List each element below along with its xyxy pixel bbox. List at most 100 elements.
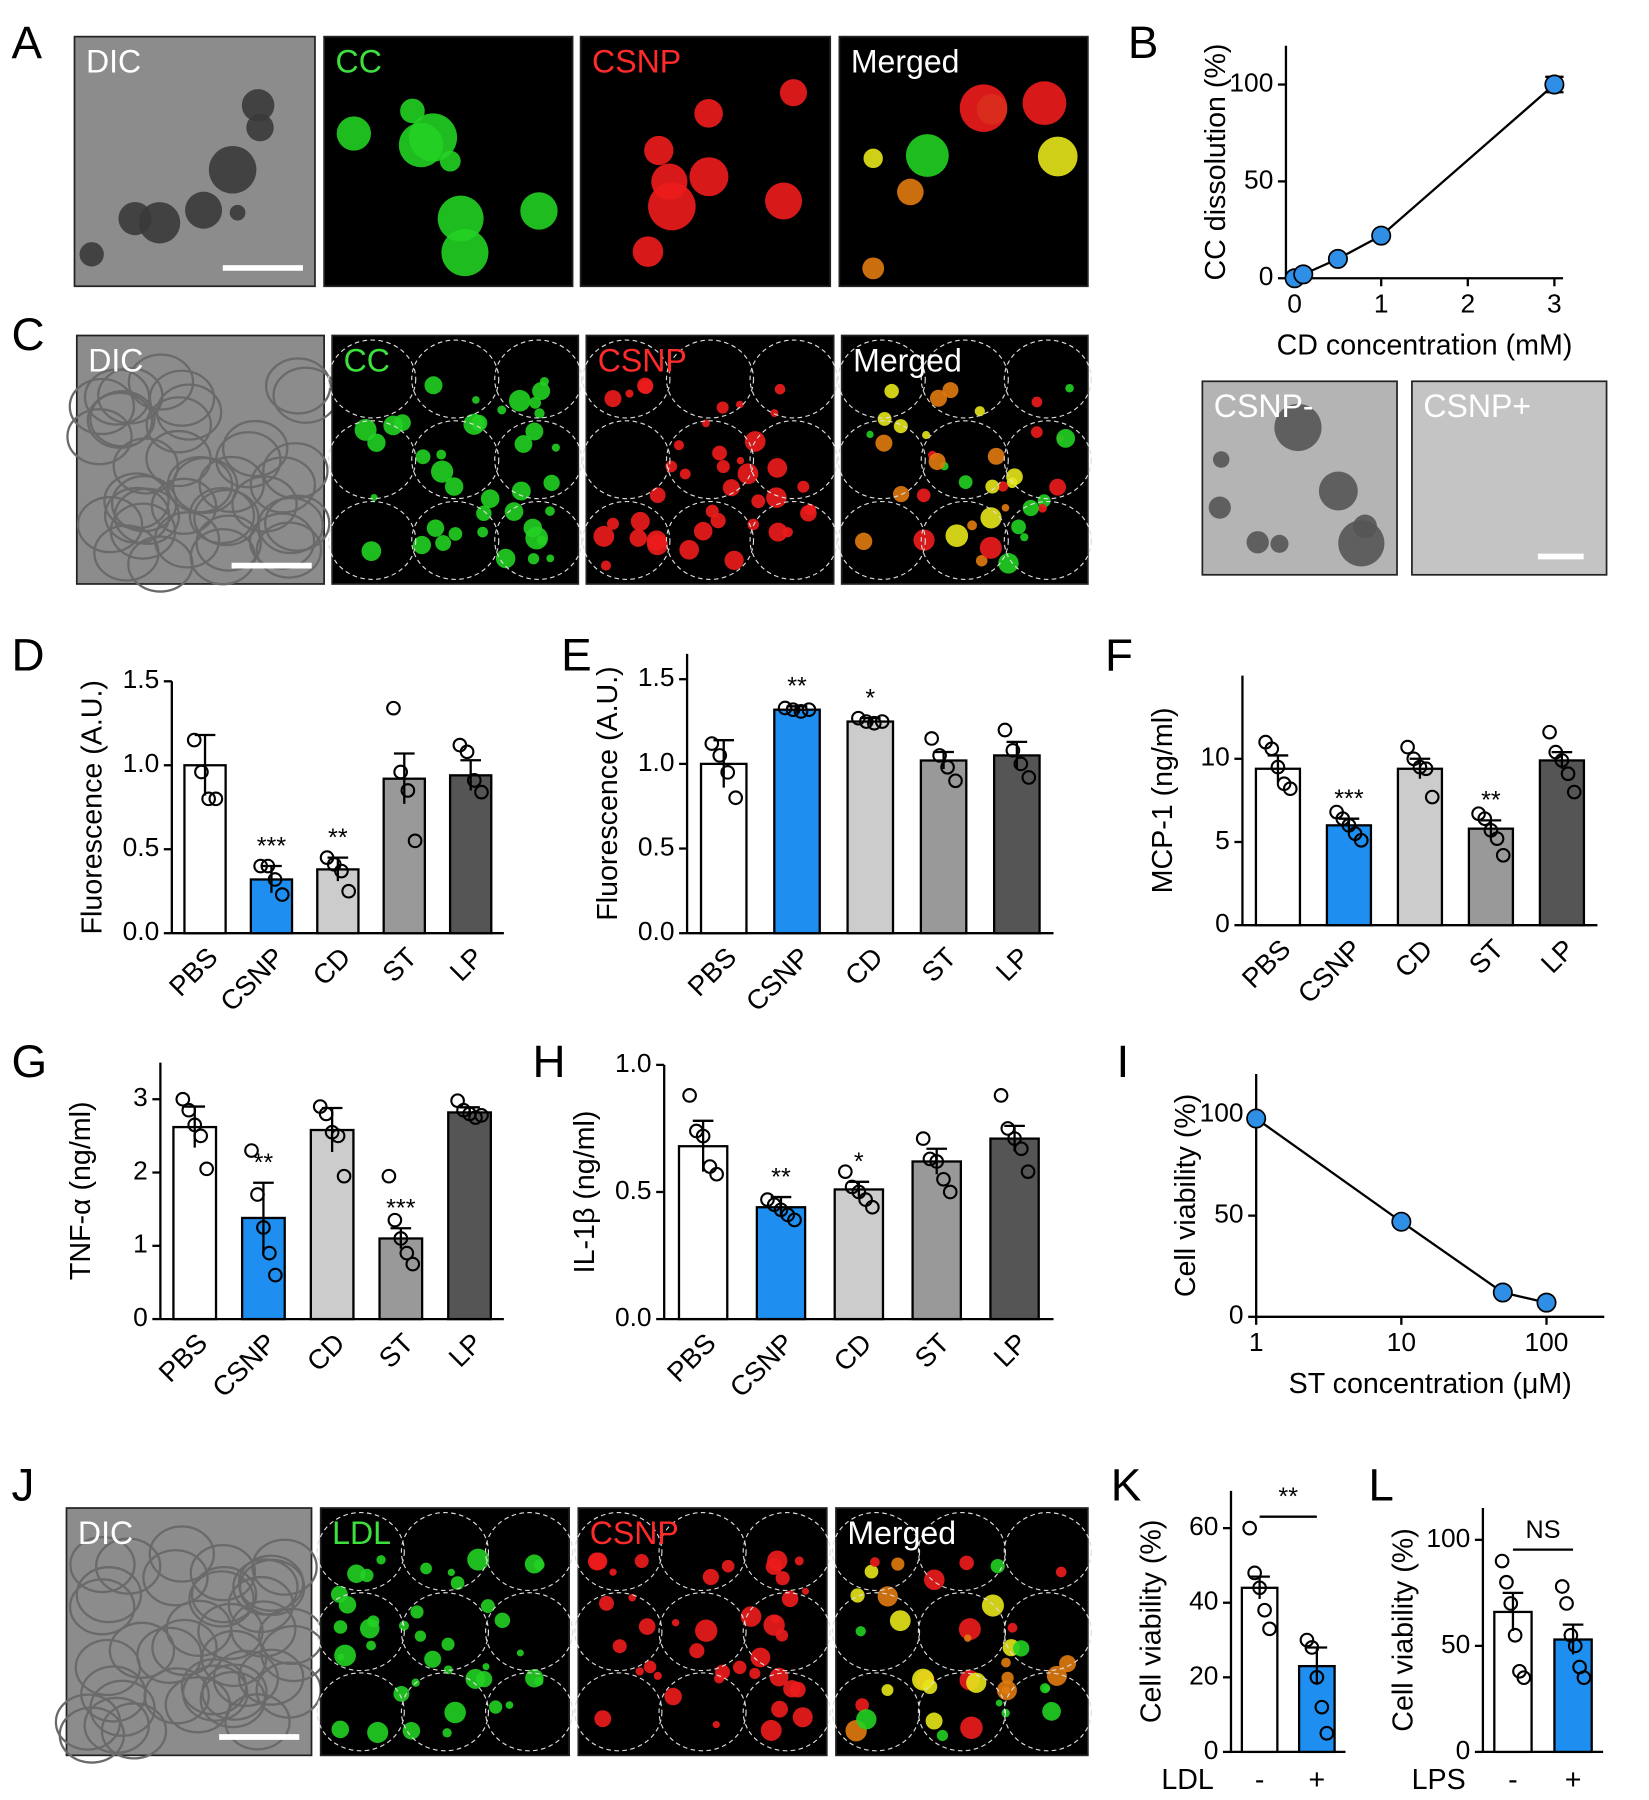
cell-outline: [1003, 1672, 1092, 1752]
micrograph: CC: [323, 35, 574, 288]
image-label: CSNP: [590, 1515, 679, 1551]
cell-outline: [917, 1512, 1006, 1592]
data-dot: [865, 1199, 880, 1215]
blob: [801, 1587, 809, 1595]
data-dot: [1566, 784, 1582, 800]
bar: [172, 1125, 218, 1321]
blob: [1030, 426, 1043, 439]
blob: [1022, 81, 1067, 126]
cell: [95, 1537, 162, 1595]
blob: [916, 488, 931, 503]
cell-outline: [1003, 420, 1092, 500]
blob: [716, 401, 729, 414]
image-label: LDL: [332, 1515, 391, 1551]
data-dot: [267, 872, 283, 887]
cell: [249, 456, 317, 514]
y-tick-label: 100: [1229, 67, 1273, 97]
cell: [222, 419, 289, 478]
blob: [497, 405, 507, 415]
blob: [985, 479, 1000, 494]
data-dot: [924, 731, 939, 746]
blob: [724, 550, 744, 570]
blob: [856, 1709, 877, 1730]
y-tick-label: 50: [1244, 164, 1273, 194]
blob: [635, 1667, 644, 1676]
blob: [864, 1564, 879, 1579]
data-dot: [187, 1117, 203, 1133]
bar: [1553, 1638, 1593, 1754]
data-dot: [1560, 766, 1576, 782]
y-tick-label: 0: [133, 1302, 148, 1332]
data-dot: [1477, 811, 1493, 827]
blob: [546, 554, 555, 563]
blob: [1011, 519, 1026, 535]
data-point: [1536, 1292, 1557, 1313]
blob: [447, 1568, 455, 1577]
image-frame: [1411, 380, 1608, 576]
blob: [604, 390, 622, 408]
blob: [1318, 471, 1358, 511]
y-tick-label: 0: [1456, 1735, 1471, 1765]
blob: [774, 383, 786, 395]
blob: [855, 1626, 866, 1637]
cell-outline: [316, 1512, 405, 1592]
x-tick-label: CSNP: [740, 941, 816, 1017]
x-tick-label: CD: [839, 941, 889, 991]
micrograph: Merged: [837, 334, 1092, 585]
blob: [529, 396, 542, 409]
blob: [534, 1676, 544, 1686]
x-tick-label: ST: [909, 1327, 956, 1374]
micrograph: LDL: [316, 1507, 574, 1757]
y-tick-label: 1.0: [638, 747, 675, 777]
blob: [775, 1629, 789, 1642]
data-dot: [1264, 741, 1280, 757]
blob: [792, 1707, 813, 1728]
image-label: CSNP+: [1423, 388, 1531, 424]
y-tick-label: 2: [133, 1155, 148, 1185]
data-dot: [186, 732, 202, 748]
blob: [644, 135, 674, 166]
blob: [481, 1599, 495, 1614]
blob: [426, 519, 445, 537]
bar: [911, 1160, 962, 1321]
blob: [850, 1588, 865, 1603]
y-tick-label: 0.5: [123, 832, 160, 862]
data-dot: [381, 1168, 397, 1184]
y-tick-label: 5: [1215, 825, 1230, 855]
blob: [424, 376, 443, 395]
data-point: [1246, 1108, 1267, 1129]
data-dot: [922, 1151, 938, 1167]
cell-outline: [484, 1672, 574, 1752]
cell-outline: [837, 420, 926, 500]
blob: [511, 481, 531, 501]
cell: [143, 1667, 210, 1725]
blob: [430, 460, 454, 483]
micrograph: DIC: [54, 1507, 327, 1764]
blob: [482, 1663, 490, 1671]
bar: [773, 708, 821, 935]
blob: [336, 116, 371, 151]
chart: 0 20 40 60 Cell viability (%) - + LDL **: [1136, 1483, 1346, 1796]
data-dot: [851, 710, 866, 726]
data-dot: [1554, 1579, 1570, 1594]
blob: [721, 1559, 735, 1573]
data-dot: [256, 1220, 271, 1235]
cell: [201, 1663, 268, 1721]
data-dot: [405, 1256, 421, 1272]
cell: [238, 1558, 306, 1617]
blob: [448, 527, 463, 541]
blob: [671, 1619, 680, 1627]
data-dot: [336, 1168, 352, 1184]
cell-outline: [316, 1592, 405, 1672]
blob: [649, 487, 666, 504]
blob: [333, 1620, 348, 1634]
data-dot: [199, 1161, 214, 1177]
blob: [689, 157, 729, 197]
blob: [945, 524, 969, 548]
data-dot: [250, 1187, 265, 1202]
blob: [337, 1653, 345, 1661]
data-dot: [1247, 1565, 1262, 1581]
data-dot: [1503, 1596, 1519, 1611]
bar: [447, 1111, 492, 1321]
